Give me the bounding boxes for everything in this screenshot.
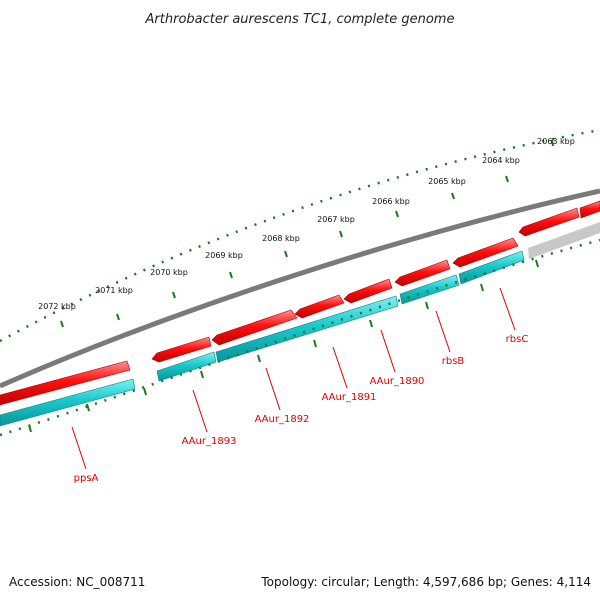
gene-feature: [528, 222, 600, 259]
kbp-label: 2068 kbp: [262, 234, 300, 243]
gene-label-AAur_1891: AAur_1891: [322, 392, 377, 403]
accession-text: Accession: NC_008711: [9, 575, 145, 589]
kbp-label: 2067 kbp: [317, 215, 355, 224]
reverse-strand-genes: [0, 250, 525, 427]
gene-reverse: [399, 274, 460, 305]
gene-reverse: [0, 378, 136, 427]
gene-label-AAur_1893: AAur_1893: [182, 436, 237, 447]
kbp-label: 2065 kbp: [428, 177, 466, 186]
map-title: Arthrobacter aurescens TC1, complete gen…: [145, 12, 455, 27]
topology-text: Topology: circular; Length: 4,597,686 bp…: [260, 575, 591, 589]
kbp-label: 2072 kbp: [38, 302, 76, 311]
gene-forward: [343, 278, 393, 304]
kbp-label: 2071 kbp: [95, 286, 133, 295]
kbp-label: 2070 kbp: [150, 268, 188, 277]
gene-forward: [518, 207, 580, 237]
kbp-label: 2066 kbp: [372, 197, 410, 206]
kbp-scale: [0, 128, 600, 343]
gene-forward: [452, 237, 519, 268]
inner-scale-ticks: [28, 259, 539, 433]
kbp-label: 2064 kbp: [482, 156, 520, 165]
gene-reverse: [156, 351, 217, 382]
gene-reverse: [215, 295, 399, 363]
gene-forward: [0, 360, 131, 406]
gene-label-ppsA: ppsA: [74, 473, 99, 484]
gene-forward: [394, 259, 451, 287]
gene-label-AAur_1890: AAur_1890: [370, 376, 425, 387]
genome-backbone: [0, 188, 600, 389]
gene-forward: [294, 294, 345, 319]
gene-label-AAur_1892: AAur_1892: [255, 414, 310, 425]
gene-forward: [151, 336, 212, 363]
kbp-label: 2069 kbp: [205, 251, 243, 260]
gene-label-rbsB: rbsB: [442, 356, 465, 367]
gene-leader-lines: [71, 287, 516, 470]
kbp-label: 2063 kbp: [537, 137, 575, 146]
forward-strand-genes: [0, 200, 600, 406]
gene-forward: [579, 200, 600, 219]
gene-label-rbsC: rbsC: [506, 334, 529, 345]
gene-forward: [211, 309, 298, 346]
